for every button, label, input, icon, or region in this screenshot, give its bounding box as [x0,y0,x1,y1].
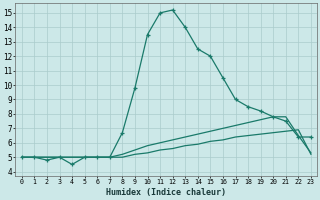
X-axis label: Humidex (Indice chaleur): Humidex (Indice chaleur) [106,188,226,197]
